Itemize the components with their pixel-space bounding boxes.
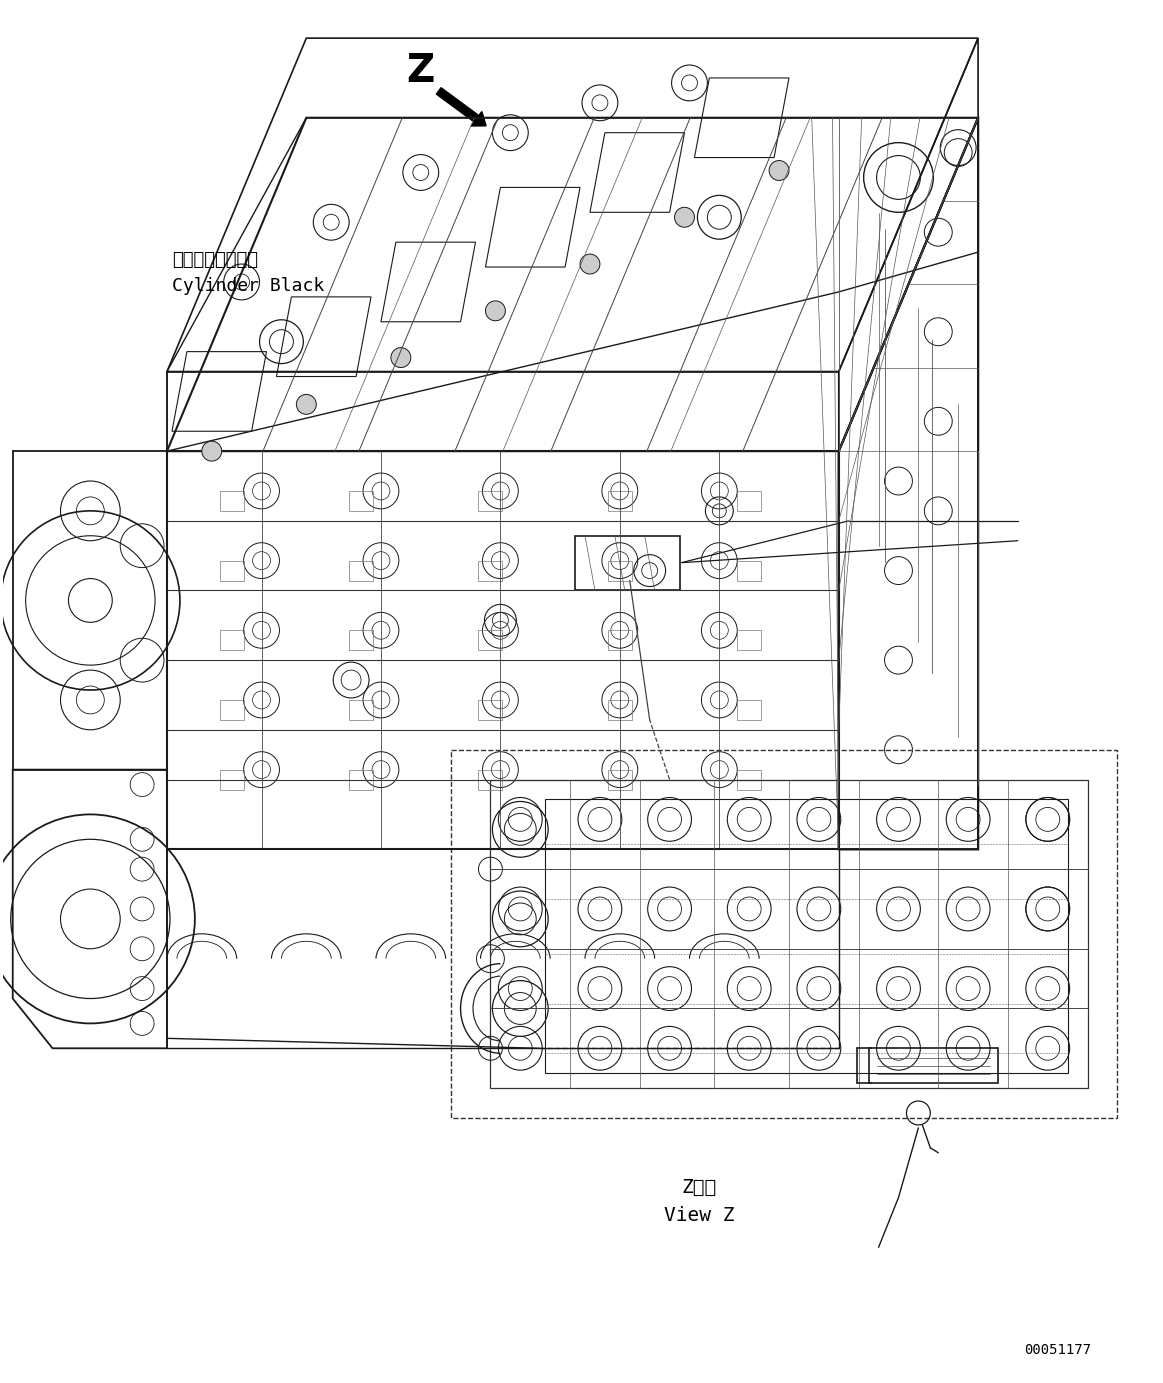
Text: シリンダブロック: シリンダブロック [172, 252, 258, 270]
Text: Z　視: Z 視 [682, 1178, 718, 1198]
Circle shape [391, 347, 411, 368]
Text: Cylinder Black: Cylinder Black [172, 277, 324, 295]
Circle shape [580, 254, 600, 274]
Circle shape [769, 160, 789, 180]
Text: 00051177: 00051177 [1025, 1343, 1091, 1357]
Text: Z: Z [407, 53, 435, 90]
Text: View Z: View Z [664, 1206, 735, 1225]
Circle shape [202, 441, 222, 461]
Circle shape [297, 394, 316, 415]
Circle shape [485, 301, 506, 321]
FancyArrow shape [436, 87, 486, 126]
Circle shape [675, 207, 694, 227]
